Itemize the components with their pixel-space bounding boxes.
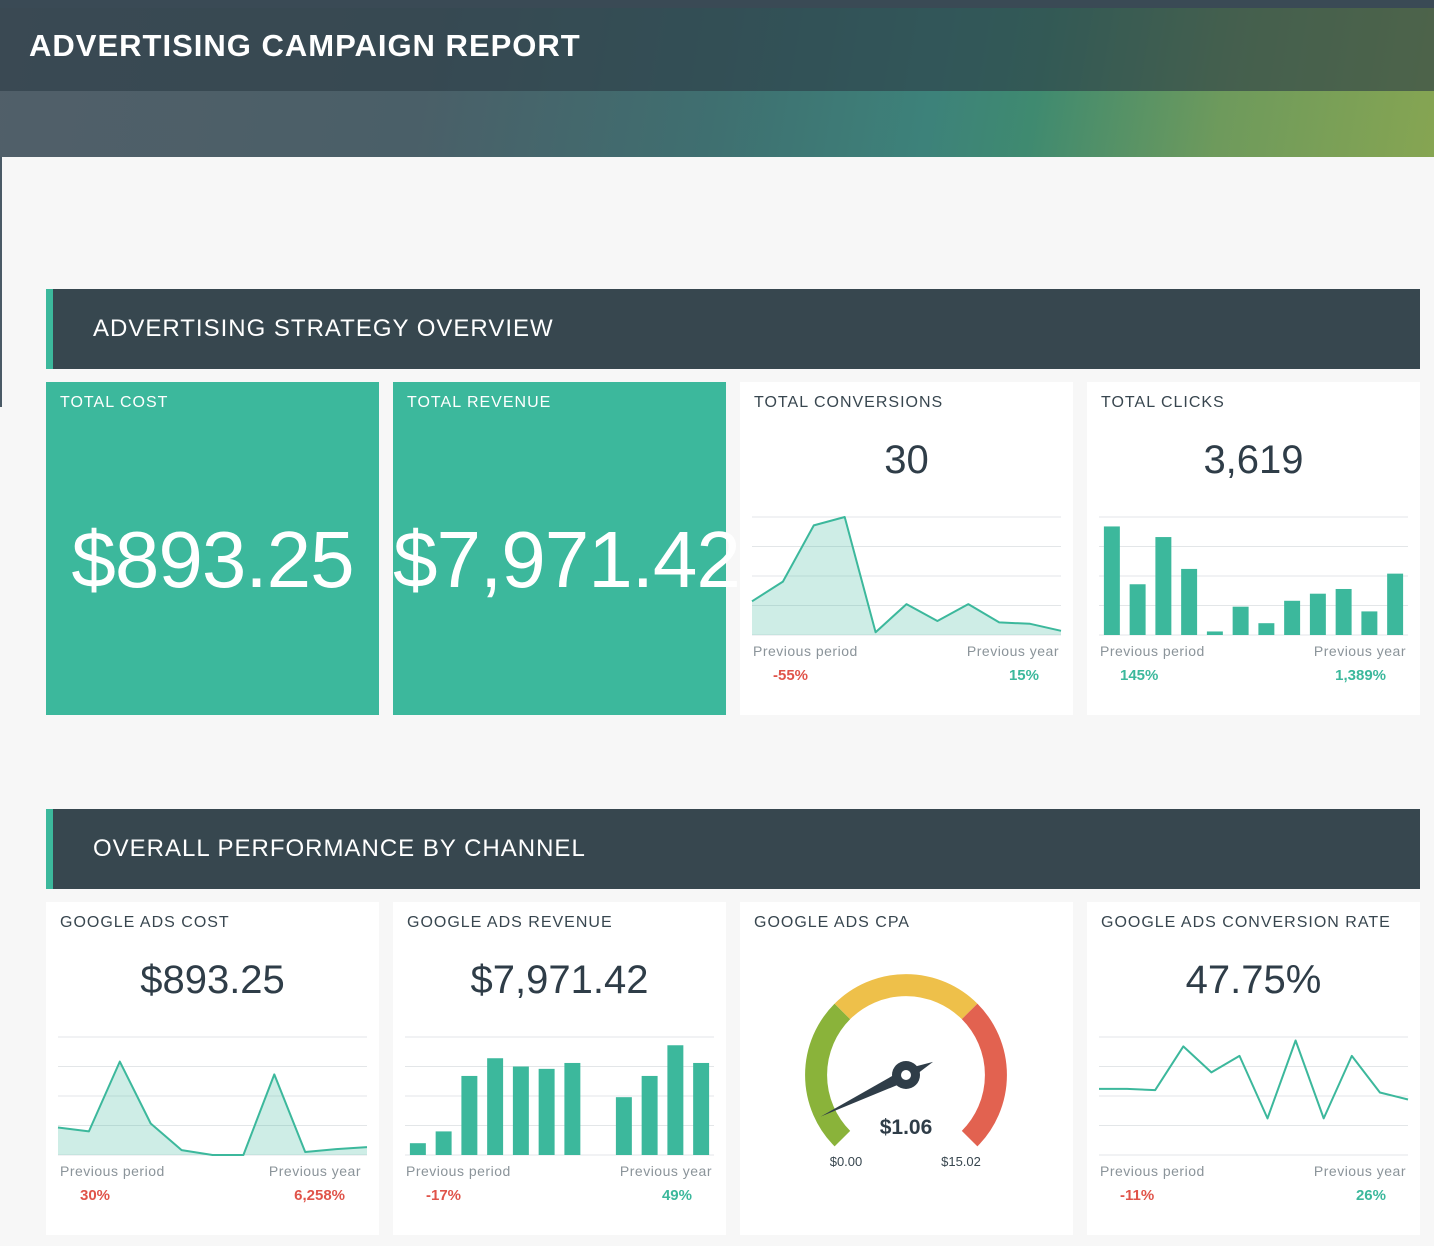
banner-topline [0,0,1434,8]
prev-year-label: Previous year [619,1163,712,1179]
bar [435,1131,452,1155]
prev-period-value: -17% [426,1187,462,1204]
prev-period-value: -55% [773,667,809,684]
bar [615,1097,632,1155]
prev-period-value: 30% [80,1187,111,1204]
total-clicks-value: 3,619 [1203,438,1304,482]
card-title: TOTAL CLICKS [1101,394,1225,411]
bar [1335,588,1352,635]
report-banner: ADVERTISING CAMPAIGN REPORT [0,0,1434,157]
card-google-ads-cost[interactable]: GOOGLE ADS COST $893.25 Previous period … [46,902,379,1235]
bar [693,1062,710,1155]
bar [409,1143,426,1155]
gauge-max-label: $15.02 [941,1154,981,1169]
card-title: GOOGLE ADS CONVERSION RATE [1101,914,1391,931]
card-title: TOTAL REVENUE [407,394,552,411]
bar [667,1045,684,1155]
prev-period-value: -11% [1120,1187,1155,1204]
area-fill [58,1061,367,1155]
total-cost-value: $893.25 [71,515,354,604]
prev-year-value: 6,258% [294,1187,345,1204]
bar [461,1075,478,1155]
series-line [751,516,1062,634]
prev-period-value: 145% [1120,667,1159,684]
bar [1387,573,1404,635]
left-divider [0,157,2,407]
bar [1258,623,1275,635]
card-total-clicks[interactable]: TOTAL CLICKS 3,619 Previous period Previ… [1087,382,1420,715]
prev-year-label: Previous year [966,643,1059,659]
prev-year-label: Previous year [1313,643,1406,659]
clicks-bar-chart [1099,516,1408,636]
gauge-segment-mid [834,974,978,1020]
bar [487,1058,504,1155]
prev-year-label: Previous year [268,1163,361,1179]
section-header-overview: ADVERTISING STRATEGY OVERVIEW [46,289,1420,369]
google-ads-cost-value: $893.25 [140,958,285,1002]
section-title-channel: OVERALL PERFORMANCE BY CHANNEL [93,835,586,862]
bar [512,1066,529,1155]
bar [1309,593,1326,635]
card-google-ads-revenue[interactable]: GOOGLE ADS REVENUE $7,971.42 Previous pe… [393,902,726,1235]
card-title: TOTAL COST [60,394,169,411]
prev-year-value: 1,389% [1335,667,1386,684]
google-ads-conversion-rate-value: 47.75% [1185,958,1322,1002]
conversions-area-chart [751,516,1062,636]
google-ads-revenue-value: $7,971.42 [470,958,649,1002]
prev-period-label: Previous period [753,643,858,659]
bar [564,1062,581,1155]
card-total-revenue[interactable]: TOTAL REVENUE $7,971.42 [393,382,741,715]
card-title: GOOGLE ADS REVENUE [407,914,613,931]
prev-year-label: Previous year [1313,1163,1406,1179]
cpa-value: $1.06 [880,1116,933,1139]
section-header-channel: OVERALL PERFORMANCE BY CHANNEL [46,809,1420,889]
gauge-segment-high [961,1003,1007,1147]
bar [1284,600,1301,635]
bar [641,1075,658,1155]
prev-year-value: 26% [1355,1187,1386,1204]
series-line [1099,1039,1409,1120]
card-total-conversions[interactable]: TOTAL CONVERSIONS 30 Previous period Pre… [740,382,1073,715]
bar [1232,606,1249,635]
series-line [57,1060,368,1156]
card-title: TOTAL CONVERSIONS [754,394,944,411]
gauge-min-label: $0.00 [830,1154,863,1169]
prev-year-value: 15% [1008,667,1039,684]
prev-period-label: Previous period [1100,1163,1205,1179]
total-conversions-value: 30 [884,438,929,482]
bar [1361,611,1378,635]
bar [1129,584,1146,635]
gauge-needle-hub-center [901,1070,911,1080]
prev-period-label: Previous period [60,1163,165,1179]
report-title: ADVERTISING CAMPAIGN REPORT [29,28,581,63]
bar [1155,537,1172,635]
google-ads-conversion-rate-line-chart [1099,1036,1409,1156]
cpa-gauge: $1.06 $0.00 $15.02 [805,974,1007,1169]
card-total-cost[interactable]: TOTAL COST $893.25 [46,382,379,715]
google-ads-revenue-bar-chart [405,1036,714,1156]
bar [1181,568,1198,635]
card-google-ads-conversion-rate[interactable]: GOOGLE ADS CONVERSION RATE 47.75% Previo… [1087,902,1420,1235]
total-revenue-value: $7,971.42 [393,515,741,604]
card-google-ads-cpa[interactable]: GOOGLE ADS CPA $1.06 $0.00 $15.02 [740,902,1073,1235]
prev-period-label: Previous period [1100,643,1205,659]
prev-period-label: Previous period [406,1163,511,1179]
bar [1206,631,1223,635]
section-title-overview: ADVERTISING STRATEGY OVERVIEW [93,315,554,342]
prev-year-value: 49% [661,1187,692,1204]
card-title: GOOGLE ADS COST [60,914,230,931]
banner-title-band [0,8,1434,91]
gauge-segment-low [805,1003,851,1147]
google-ads-cost-area-chart [57,1036,368,1156]
bar [538,1068,555,1155]
card-title: GOOGLE ADS CPA [754,914,910,931]
area-fill [752,517,1061,635]
bar [1103,526,1120,635]
